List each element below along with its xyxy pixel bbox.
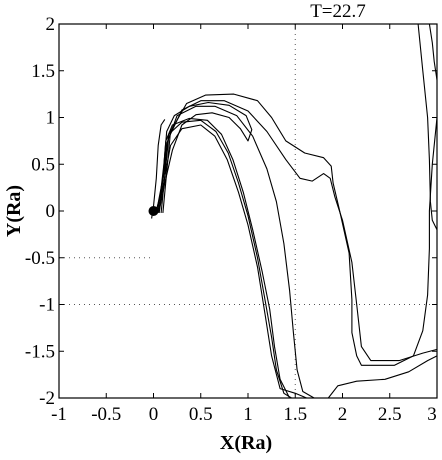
time-annotation: T=22.7 bbox=[310, 1, 366, 22]
y-tick-label: -1.5 bbox=[25, 341, 55, 362]
contour-line-4 bbox=[157, 124, 307, 399]
x-ticks: -1 -0.5 0 0.5 1 1.5 2 2.5 3 bbox=[51, 24, 438, 425]
y-tick-label: 0 bbox=[46, 201, 56, 222]
reference-lines bbox=[59, 24, 437, 398]
y-tick-label: 0.5 bbox=[31, 154, 55, 175]
x-tick-label: 1.5 bbox=[283, 404, 307, 425]
x-axis-label: X(Ra) bbox=[220, 432, 272, 454]
origin-marker bbox=[148, 206, 159, 216]
x-tick-label: 3 bbox=[427, 404, 437, 425]
x-tick-label: 2 bbox=[338, 404, 348, 425]
contour-line-5 bbox=[158, 105, 315, 399]
contour-line-3 bbox=[156, 119, 292, 399]
y-axis-label: Y(Ra) bbox=[3, 185, 25, 237]
y-tick-label: -1 bbox=[39, 295, 55, 316]
y-ticks: -2 -1.5 -1 -0.5 0 0.5 1 1.5 2 bbox=[25, 14, 437, 409]
x-tick-label: -1 bbox=[51, 404, 67, 425]
x-tick-label: 0.5 bbox=[189, 404, 213, 425]
contour-line-1 bbox=[154, 101, 253, 214]
contour-line-2 bbox=[155, 117, 291, 399]
contour-lines bbox=[151, 23, 438, 399]
x-tick-label: 1 bbox=[243, 404, 253, 425]
contour-line-8 bbox=[417, 23, 438, 230]
contour-line-7 bbox=[162, 93, 438, 366]
y-tick-label: 1.5 bbox=[31, 61, 55, 82]
y-tick-label: -2 bbox=[39, 388, 55, 409]
x-tick-label: 2.5 bbox=[378, 404, 402, 425]
y-tick-label: 2 bbox=[46, 14, 56, 35]
x-tick-label: -0.5 bbox=[91, 404, 121, 425]
y-tick-label: 1 bbox=[46, 108, 56, 129]
x-tick-label: 0 bbox=[149, 404, 159, 425]
contour-line-9 bbox=[428, 23, 438, 81]
y-tick-label: -0.5 bbox=[25, 248, 55, 269]
contour-line-10 bbox=[327, 355, 438, 399]
contour-line-6 bbox=[160, 100, 438, 362]
